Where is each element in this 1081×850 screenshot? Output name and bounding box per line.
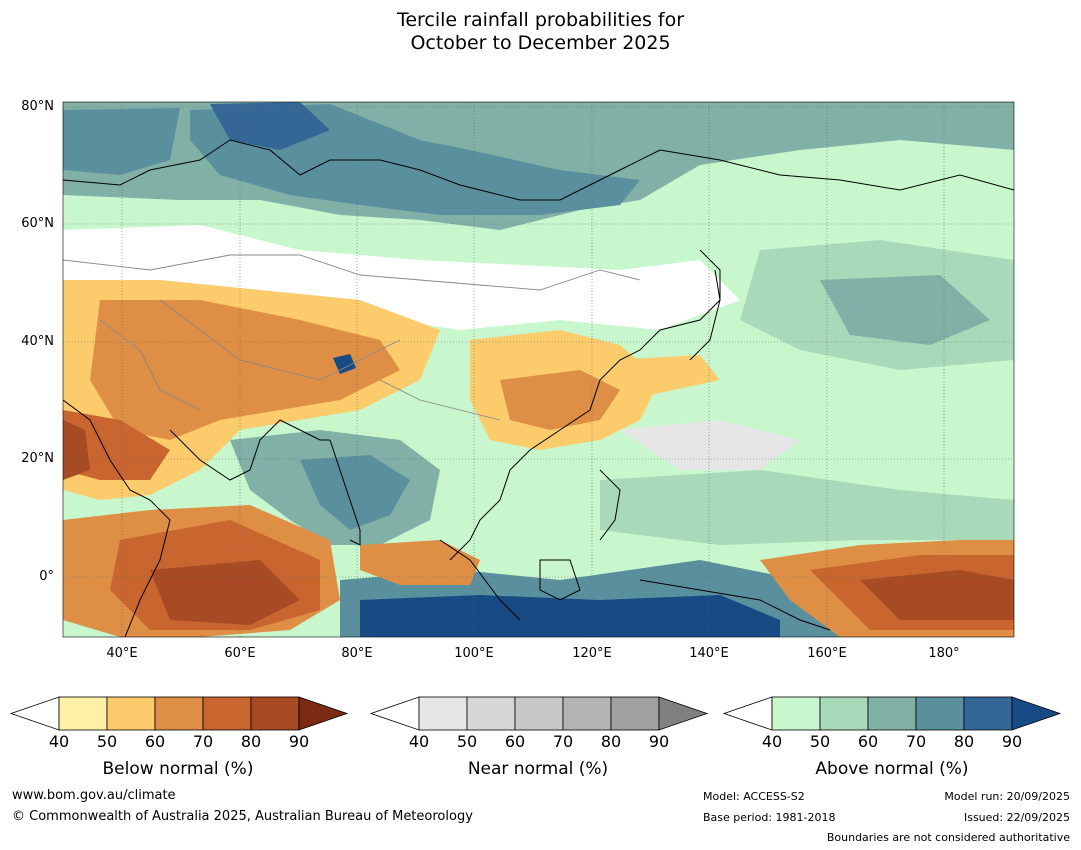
region-japan-below <box>610 355 720 395</box>
colorbar-below-segment <box>58 696 108 731</box>
colorbar-above-segment <box>963 696 1013 731</box>
lat-label-60n: 60°N <box>21 216 54 231</box>
colorbar-above-tick: 90 <box>1001 732 1023 751</box>
colorbar-above-tick: 40 <box>761 732 783 751</box>
colorbar-near-tick: 80 <box>600 732 622 751</box>
region-north-pacific-above-60 <box>820 275 990 345</box>
colorbar-above-max-triangle <box>1011 696 1062 731</box>
colorbars <box>9 696 1062 731</box>
colorbar-near-segment <box>610 696 660 731</box>
colorbar-near-max-triangle <box>658 696 709 731</box>
region-indonesia-deep-above <box>360 595 780 637</box>
colorbar-near-segment <box>562 696 612 731</box>
colorbar-below-min-triangle <box>9 696 60 731</box>
lon-label-60e: 60°E <box>224 646 256 661</box>
colorbar-above-label: Above normal (%) <box>815 759 969 779</box>
region-arabia-below-70 <box>63 410 170 480</box>
colorbar-above-segment <box>867 696 917 731</box>
colorbar-below-tick: 40 <box>48 732 70 751</box>
region-china-below-60 <box>500 370 620 430</box>
lon-label-160e: 160°E <box>807 646 847 661</box>
base-period-text: Base period: 1981-2018 <box>703 811 836 824</box>
lat-label-80n: 80°N <box>21 99 54 114</box>
lon-label-40e: 40°E <box>106 646 138 661</box>
lon-label-120e: 120°E <box>572 646 612 661</box>
model-text: Model: ACCESS-S2 <box>703 790 805 803</box>
colorbar-above-segment <box>819 696 869 731</box>
colorbar-above-tick: 50 <box>809 732 831 751</box>
region-central-asia-neutral <box>63 225 740 330</box>
lon-label-80e: 80°E <box>341 646 373 661</box>
region-india-deep-above <box>300 455 410 530</box>
lon-label-140e: 140°E <box>689 646 729 661</box>
colorbar-below-tick: 50 <box>96 732 118 751</box>
lon-label-180: 180° <box>928 646 960 661</box>
gridlines <box>63 102 1014 637</box>
colorbar-below-tick: 80 <box>240 732 262 751</box>
colorbar-near-segment <box>418 696 468 731</box>
region-westarctic-above <box>63 108 180 175</box>
colorbar-above-tick: 70 <box>905 732 927 751</box>
map-field <box>63 102 1014 637</box>
lon-label-100e: 100°E <box>454 646 494 661</box>
colorbar-below-label: Below normal (%) <box>102 759 254 779</box>
region-iran-below-60 <box>90 300 400 440</box>
colorbar-above-tick: 60 <box>857 732 879 751</box>
copyright-text: © Commonwealth of Australia 2025, Austra… <box>12 809 473 824</box>
region-sumatra-below <box>360 540 480 585</box>
colorbar-near <box>369 696 709 731</box>
colorbar-below-tick: 90 <box>288 732 310 751</box>
colorbar-above <box>722 696 1062 731</box>
colorbar-near-label: Near normal (%) <box>467 759 609 779</box>
colorbar-above-min-triangle <box>722 696 773 731</box>
title-line-2: October to December 2025 <box>410 32 671 54</box>
colorbar-near-tick: 40 <box>408 732 430 751</box>
region-pacific-neutral <box>620 420 800 470</box>
colorbar-below-segment <box>250 696 300 731</box>
country-borders <box>63 254 641 421</box>
coastlines <box>63 139 1014 637</box>
website-text: www.bom.gov.au/climate <box>12 788 176 803</box>
colorbar-near-tick: 60 <box>504 732 526 751</box>
colorbar-above-segment <box>771 696 821 731</box>
issued-text: Issued: 22/09/2025 <box>963 811 1070 824</box>
region-tropical-pacific-above <box>600 470 1014 545</box>
colorbar-near-segment <box>466 696 516 731</box>
colorbar-above-tick: 80 <box>953 732 975 751</box>
region-taklamakan-deep-above <box>333 354 356 374</box>
colorbar-below-tick: 60 <box>144 732 166 751</box>
lat-label-20n: 20°N <box>21 451 54 466</box>
colorbar-below <box>9 696 349 731</box>
region-pacific-below-80 <box>860 570 1014 620</box>
boundaries-text: Boundaries are not considered authoritat… <box>826 831 1070 844</box>
region-redsea-below-80 <box>63 420 90 480</box>
colorbar-below-tick: 70 <box>192 732 214 751</box>
region-indian-ocean-below-80 <box>150 560 300 625</box>
colorbar-near-min-triangle <box>369 696 420 731</box>
lat-label-40n: 40°N <box>21 334 54 349</box>
colorbar-below-segment <box>154 696 204 731</box>
colorbar-near-tick: 50 <box>456 732 478 751</box>
colorbar-above-segment <box>915 696 965 731</box>
colorbar-near-segment <box>514 696 564 731</box>
colorbar-below-max-triangle <box>298 696 349 731</box>
map-svg <box>62 101 1015 638</box>
lat-label-0: 0° <box>39 569 54 584</box>
colorbar-near-tick: 90 <box>648 732 670 751</box>
model-run-text: Model run: 20/09/2025 <box>944 790 1070 803</box>
colorbar-below-segment <box>106 696 156 731</box>
colorbar-below-segment <box>202 696 252 731</box>
map-title: Tercile rainfall probabilities for Octob… <box>0 9 1081 55</box>
colorbar-near-tick: 70 <box>552 732 574 751</box>
title-line-1: Tercile rainfall probabilities for <box>396 9 685 31</box>
